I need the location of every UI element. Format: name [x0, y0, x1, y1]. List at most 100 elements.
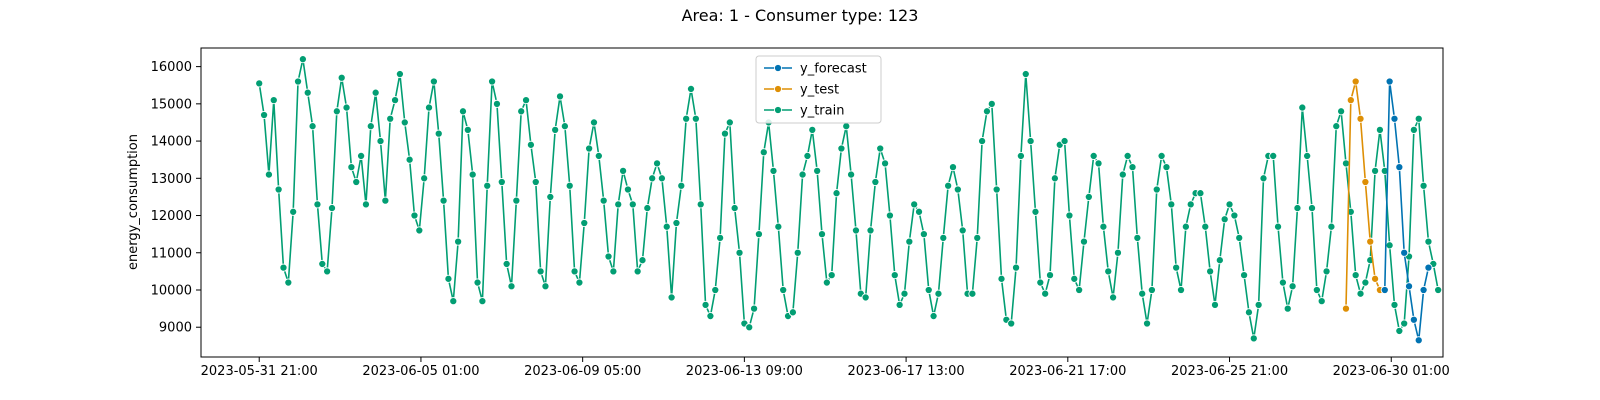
- data-point-y-train: [1322, 267, 1331, 276]
- data-point-y-train: [604, 252, 613, 261]
- data-point-y-train: [522, 96, 531, 105]
- data-point-y-train: [1118, 170, 1127, 179]
- data-point-y-train: [1395, 326, 1404, 335]
- data-point-y-train: [1307, 204, 1317, 213]
- data-point-y-train: [769, 166, 778, 175]
- data-point-y-train: [1244, 308, 1253, 317]
- data-point-y-train: [973, 233, 982, 242]
- data-point-y-train: [992, 185, 1001, 194]
- data-point-y-train: [444, 274, 453, 283]
- data-point-y-train: [691, 114, 700, 123]
- data-point-y-train: [555, 92, 565, 101]
- x-tick-label: 2023-06-17 13:00: [848, 364, 965, 379]
- data-point-y-train: [924, 285, 933, 295]
- y-tick-label: 10000: [151, 283, 192, 298]
- data-point-y-train: [507, 282, 516, 291]
- data-point-y-train: [536, 267, 545, 276]
- data-point-y-train: [366, 122, 375, 131]
- data-point-y-train: [997, 274, 1006, 283]
- data-point-y-train: [541, 282, 550, 291]
- data-point-y-train: [458, 107, 468, 116]
- data-point-y-train: [1070, 274, 1079, 283]
- legend-marker-y-forecast: [773, 63, 783, 73]
- data-point-y-train: [1181, 222, 1190, 231]
- data-point-y-train: [958, 226, 967, 235]
- data-point-y-train: [1269, 151, 1278, 161]
- data-point-y-train: [395, 70, 404, 79]
- data-point-y-forecast: [1380, 285, 1389, 295]
- data-point-y-train: [400, 118, 409, 127]
- x-tick-label: 2023-06-09 05:00: [524, 364, 641, 379]
- data-point-y-train: [1375, 125, 1384, 134]
- data-point-y-train: [327, 204, 337, 213]
- data-point-y-train: [948, 163, 958, 172]
- data-point-y-train: [323, 267, 332, 276]
- data-point-y-train: [953, 185, 962, 194]
- data-point-y-train: [1157, 151, 1166, 161]
- data-point-y-train: [682, 114, 691, 123]
- series-line-y-forecast: [1383, 80, 1430, 342]
- data-point-y-train: [1162, 163, 1171, 172]
- data-point-y-train: [1172, 263, 1181, 272]
- data-point-y-train: [648, 174, 657, 183]
- data-point-y-train: [672, 218, 681, 228]
- data-point-y-train: [890, 271, 899, 280]
- data-point-y-train: [570, 267, 579, 276]
- data-point-y-train: [565, 181, 574, 190]
- data-point-y-train: [822, 278, 831, 287]
- data-point-y-train: [492, 99, 502, 108]
- data-point-y-train: [1026, 137, 1035, 146]
- data-point-y-train: [609, 267, 618, 276]
- data-point-y-train: [696, 200, 705, 209]
- data-point-y-train: [1123, 151, 1132, 161]
- data-point-y-train: [560, 122, 569, 131]
- data-point-y-train: [1113, 248, 1122, 257]
- data-point-y-train: [1283, 304, 1292, 313]
- data-point-y-forecast: [1390, 114, 1399, 123]
- data-point-y-train: [1419, 181, 1428, 190]
- data-point-y-train: [264, 170, 273, 179]
- legend-label-y-forecast: y_forecast: [800, 62, 867, 77]
- data-point-y-test: [1361, 177, 1370, 187]
- data-point-y-train: [881, 159, 890, 168]
- data-point-y-train: [657, 174, 666, 183]
- data-point-y-train: [502, 259, 511, 268]
- data-point-y-train: [308, 122, 317, 131]
- data-point-y-train: [293, 77, 303, 86]
- data-point-y-train: [361, 200, 371, 209]
- data-point-y-train: [725, 118, 734, 127]
- data-point-y-train: [381, 196, 390, 205]
- x-tick-label: 2023-06-21 17:00: [1009, 364, 1126, 379]
- data-point-y-train: [808, 125, 817, 134]
- data-point-y-train: [1327, 222, 1336, 231]
- data-point-y-train: [745, 323, 754, 332]
- data-point-y-train: [269, 96, 278, 105]
- data-point-y-train: [1176, 285, 1186, 295]
- data-point-y-forecast: [1409, 315, 1418, 324]
- data-point-y-train: [318, 259, 327, 268]
- data-point-y-train: [1036, 278, 1045, 287]
- data-point-y-train: [551, 125, 560, 134]
- data-point-y-train: [434, 129, 443, 138]
- data-point-y-train: [1303, 151, 1312, 161]
- data-point-y-train: [1249, 334, 1258, 343]
- data-point-y-train: [1075, 285, 1084, 295]
- data-point-y-train: [1133, 233, 1142, 242]
- data-point-y-train: [754, 230, 763, 239]
- data-point-y-train: [594, 151, 603, 161]
- data-point-y-train: [405, 155, 414, 164]
- data-point-y-train: [619, 166, 628, 175]
- data-point-y-train: [1385, 241, 1394, 250]
- data-point-y-train: [439, 196, 448, 205]
- legend-box: [755, 55, 882, 124]
- data-point-y-train: [968, 289, 977, 298]
- data-point-y-train: [429, 77, 438, 86]
- data-point-y-train: [914, 207, 924, 216]
- data-point-y-train: [861, 293, 870, 302]
- data-point-y-train: [546, 192, 555, 201]
- data-point-y-train: [1332, 122, 1341, 131]
- data-point-y-train: [910, 200, 919, 209]
- data-point-y-train: [337, 73, 346, 82]
- data-point-y-train: [1065, 211, 1074, 220]
- data-point-y-forecast: [1385, 77, 1394, 86]
